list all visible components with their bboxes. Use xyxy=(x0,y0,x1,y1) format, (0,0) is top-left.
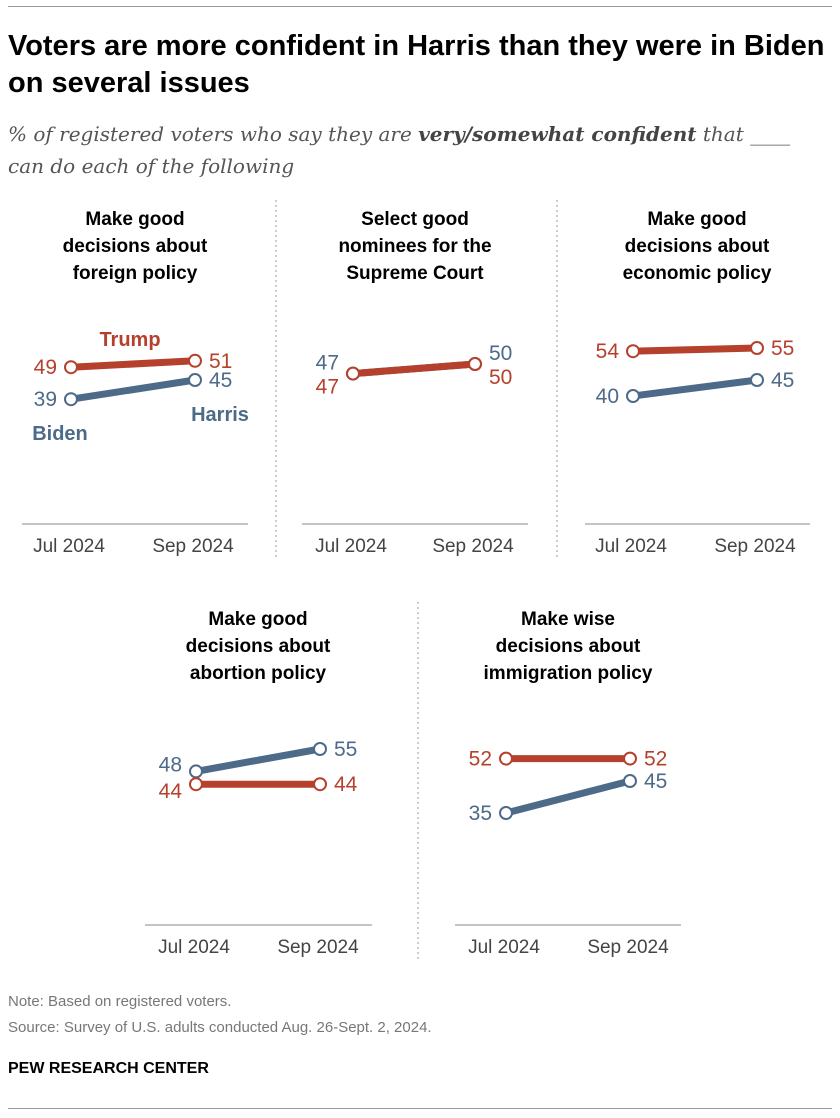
trump-data-label: 47 xyxy=(316,376,339,399)
trump-line xyxy=(70,357,196,371)
x-tick-label: Jul 2024 xyxy=(33,536,105,557)
panel-title: economic policy xyxy=(623,263,772,284)
dem-data-label: 47 xyxy=(316,352,339,375)
panel-title: decisions about xyxy=(625,236,770,257)
panel-title: nominees for the xyxy=(338,236,491,257)
dem-point xyxy=(189,764,203,779)
dem-line xyxy=(505,777,631,817)
trump-data-label: 49 xyxy=(34,356,57,379)
dem-point xyxy=(188,373,202,387)
x-tick-label: Jul 2024 xyxy=(315,536,387,557)
chart-title: Voters are more confident in Harris than… xyxy=(8,30,825,99)
trump-point xyxy=(189,777,203,792)
trump-data-label: 44 xyxy=(334,773,358,796)
panel-title: foreign policy xyxy=(73,263,198,284)
dem-line xyxy=(70,376,196,403)
trump-line xyxy=(352,360,476,378)
panel-title: decisions about xyxy=(63,236,208,257)
chart-subtitle: % of registered voters who say they are … xyxy=(8,118,828,182)
panel-title: decisions about xyxy=(186,636,331,657)
brand-logo-text: PEW RESEARCH CENTER xyxy=(8,1060,209,1077)
dem-data-label: 45 xyxy=(771,369,794,392)
x-tick-label: Jul 2024 xyxy=(595,536,667,557)
panel-title: Make good xyxy=(85,209,184,230)
series-label-harris: Harris xyxy=(191,404,249,426)
dem-point xyxy=(626,389,640,403)
panel-title: immigration policy xyxy=(484,663,653,684)
panel-title: abortion policy xyxy=(190,663,327,684)
trump-line xyxy=(632,344,758,355)
panel-title: Make wise xyxy=(521,609,615,630)
series-label-biden: Biden xyxy=(32,423,88,445)
trump-point xyxy=(626,344,640,359)
panel-title: Supreme Court xyxy=(346,263,484,284)
trump-point xyxy=(623,751,637,766)
trump-point xyxy=(346,366,360,381)
trump-data-label: 54 xyxy=(596,340,620,363)
trump-data-label: 52 xyxy=(469,748,492,771)
dem-data-label: 40 xyxy=(596,385,619,408)
trump-data-label: 51 xyxy=(209,350,232,373)
x-tick-label: Sep 2024 xyxy=(714,536,796,557)
trump-data-label: 50 xyxy=(489,366,512,389)
note: Note: Based on registered voters. xyxy=(8,993,232,1010)
trump-point xyxy=(499,751,513,766)
trump-point xyxy=(64,360,78,375)
dem-data-label: 48 xyxy=(159,753,182,776)
dem-data-label: 45 xyxy=(209,369,232,392)
trump-point xyxy=(468,357,482,371)
trump-point xyxy=(313,777,327,792)
dem-data-label: 55 xyxy=(334,738,357,761)
trump-point xyxy=(188,353,202,368)
dem-point xyxy=(750,373,764,387)
x-tick-label: Sep 2024 xyxy=(587,937,669,958)
dem-data-label: 39 xyxy=(34,388,57,411)
source: Source: Survey of U.S. adults conducted … xyxy=(8,1019,432,1036)
x-tick-label: Sep 2024 xyxy=(277,937,359,958)
dem-point xyxy=(499,806,513,820)
trump-data-label: 55 xyxy=(771,337,794,360)
trump-point xyxy=(750,341,764,355)
x-tick-label: Jul 2024 xyxy=(158,937,230,958)
dem-point xyxy=(64,392,78,407)
bottom-rule xyxy=(8,1108,832,1109)
trump-data-label: 52 xyxy=(644,748,667,771)
dem-point xyxy=(623,774,637,788)
dem-data-label: 35 xyxy=(469,802,492,825)
trump-data-label: 44 xyxy=(159,780,183,803)
top-rule xyxy=(8,6,832,7)
x-tick-label: Sep 2024 xyxy=(152,536,234,557)
panel-title: Make good xyxy=(647,209,746,230)
subtitle-pre: % of registered voters who say they are xyxy=(8,122,419,146)
panel-title: decisions about xyxy=(496,636,641,657)
dem-line xyxy=(632,376,758,400)
dem-point xyxy=(313,742,327,756)
subtitle-post: that ____ can do each of the following xyxy=(8,122,791,178)
panel-title: Make good xyxy=(208,609,307,630)
series-label-trump: Trump xyxy=(99,329,160,351)
dem-data-label: 50 xyxy=(489,342,512,365)
x-tick-label: Jul 2024 xyxy=(468,937,540,958)
subtitle-bold: very/somewhat confident xyxy=(418,122,697,146)
dem-data-label: 45 xyxy=(644,770,667,793)
x-tick-label: Sep 2024 xyxy=(432,536,514,557)
panel-title: Select good xyxy=(361,209,469,230)
dem-line xyxy=(195,745,321,775)
